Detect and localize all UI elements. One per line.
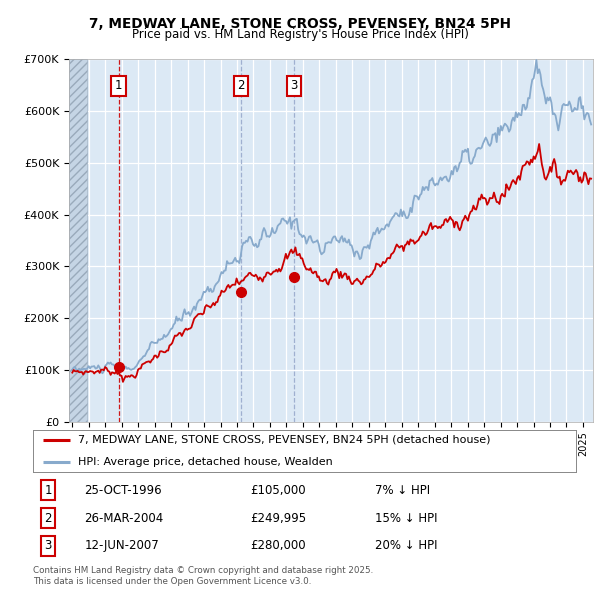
Text: 1: 1 [115,80,122,93]
Text: 7% ↓ HPI: 7% ↓ HPI [375,484,430,497]
Text: Contains HM Land Registry data © Crown copyright and database right 2025.: Contains HM Land Registry data © Crown c… [33,566,373,575]
Text: 7, MEDWAY LANE, STONE CROSS, PEVENSEY, BN24 5PH: 7, MEDWAY LANE, STONE CROSS, PEVENSEY, B… [89,17,511,31]
Text: 2: 2 [44,512,52,525]
Text: £105,000: £105,000 [250,484,306,497]
Text: 26-MAR-2004: 26-MAR-2004 [85,512,164,525]
Text: 15% ↓ HPI: 15% ↓ HPI [375,512,437,525]
Text: 3: 3 [290,80,298,93]
Text: £280,000: £280,000 [250,539,306,552]
Text: 3: 3 [44,539,52,552]
Text: 12-JUN-2007: 12-JUN-2007 [85,539,160,552]
Text: £249,995: £249,995 [250,512,307,525]
Text: 20% ↓ HPI: 20% ↓ HPI [375,539,437,552]
Text: 2: 2 [237,80,245,93]
Text: HPI: Average price, detached house, Wealden: HPI: Average price, detached house, Weal… [77,457,332,467]
Text: 7, MEDWAY LANE, STONE CROSS, PEVENSEY, BN24 5PH (detached house): 7, MEDWAY LANE, STONE CROSS, PEVENSEY, B… [77,435,490,445]
Text: 1: 1 [44,484,52,497]
Text: Price paid vs. HM Land Registry's House Price Index (HPI): Price paid vs. HM Land Registry's House … [131,28,469,41]
Text: This data is licensed under the Open Government Licence v3.0.: This data is licensed under the Open Gov… [33,577,311,586]
Text: 25-OCT-1996: 25-OCT-1996 [85,484,162,497]
